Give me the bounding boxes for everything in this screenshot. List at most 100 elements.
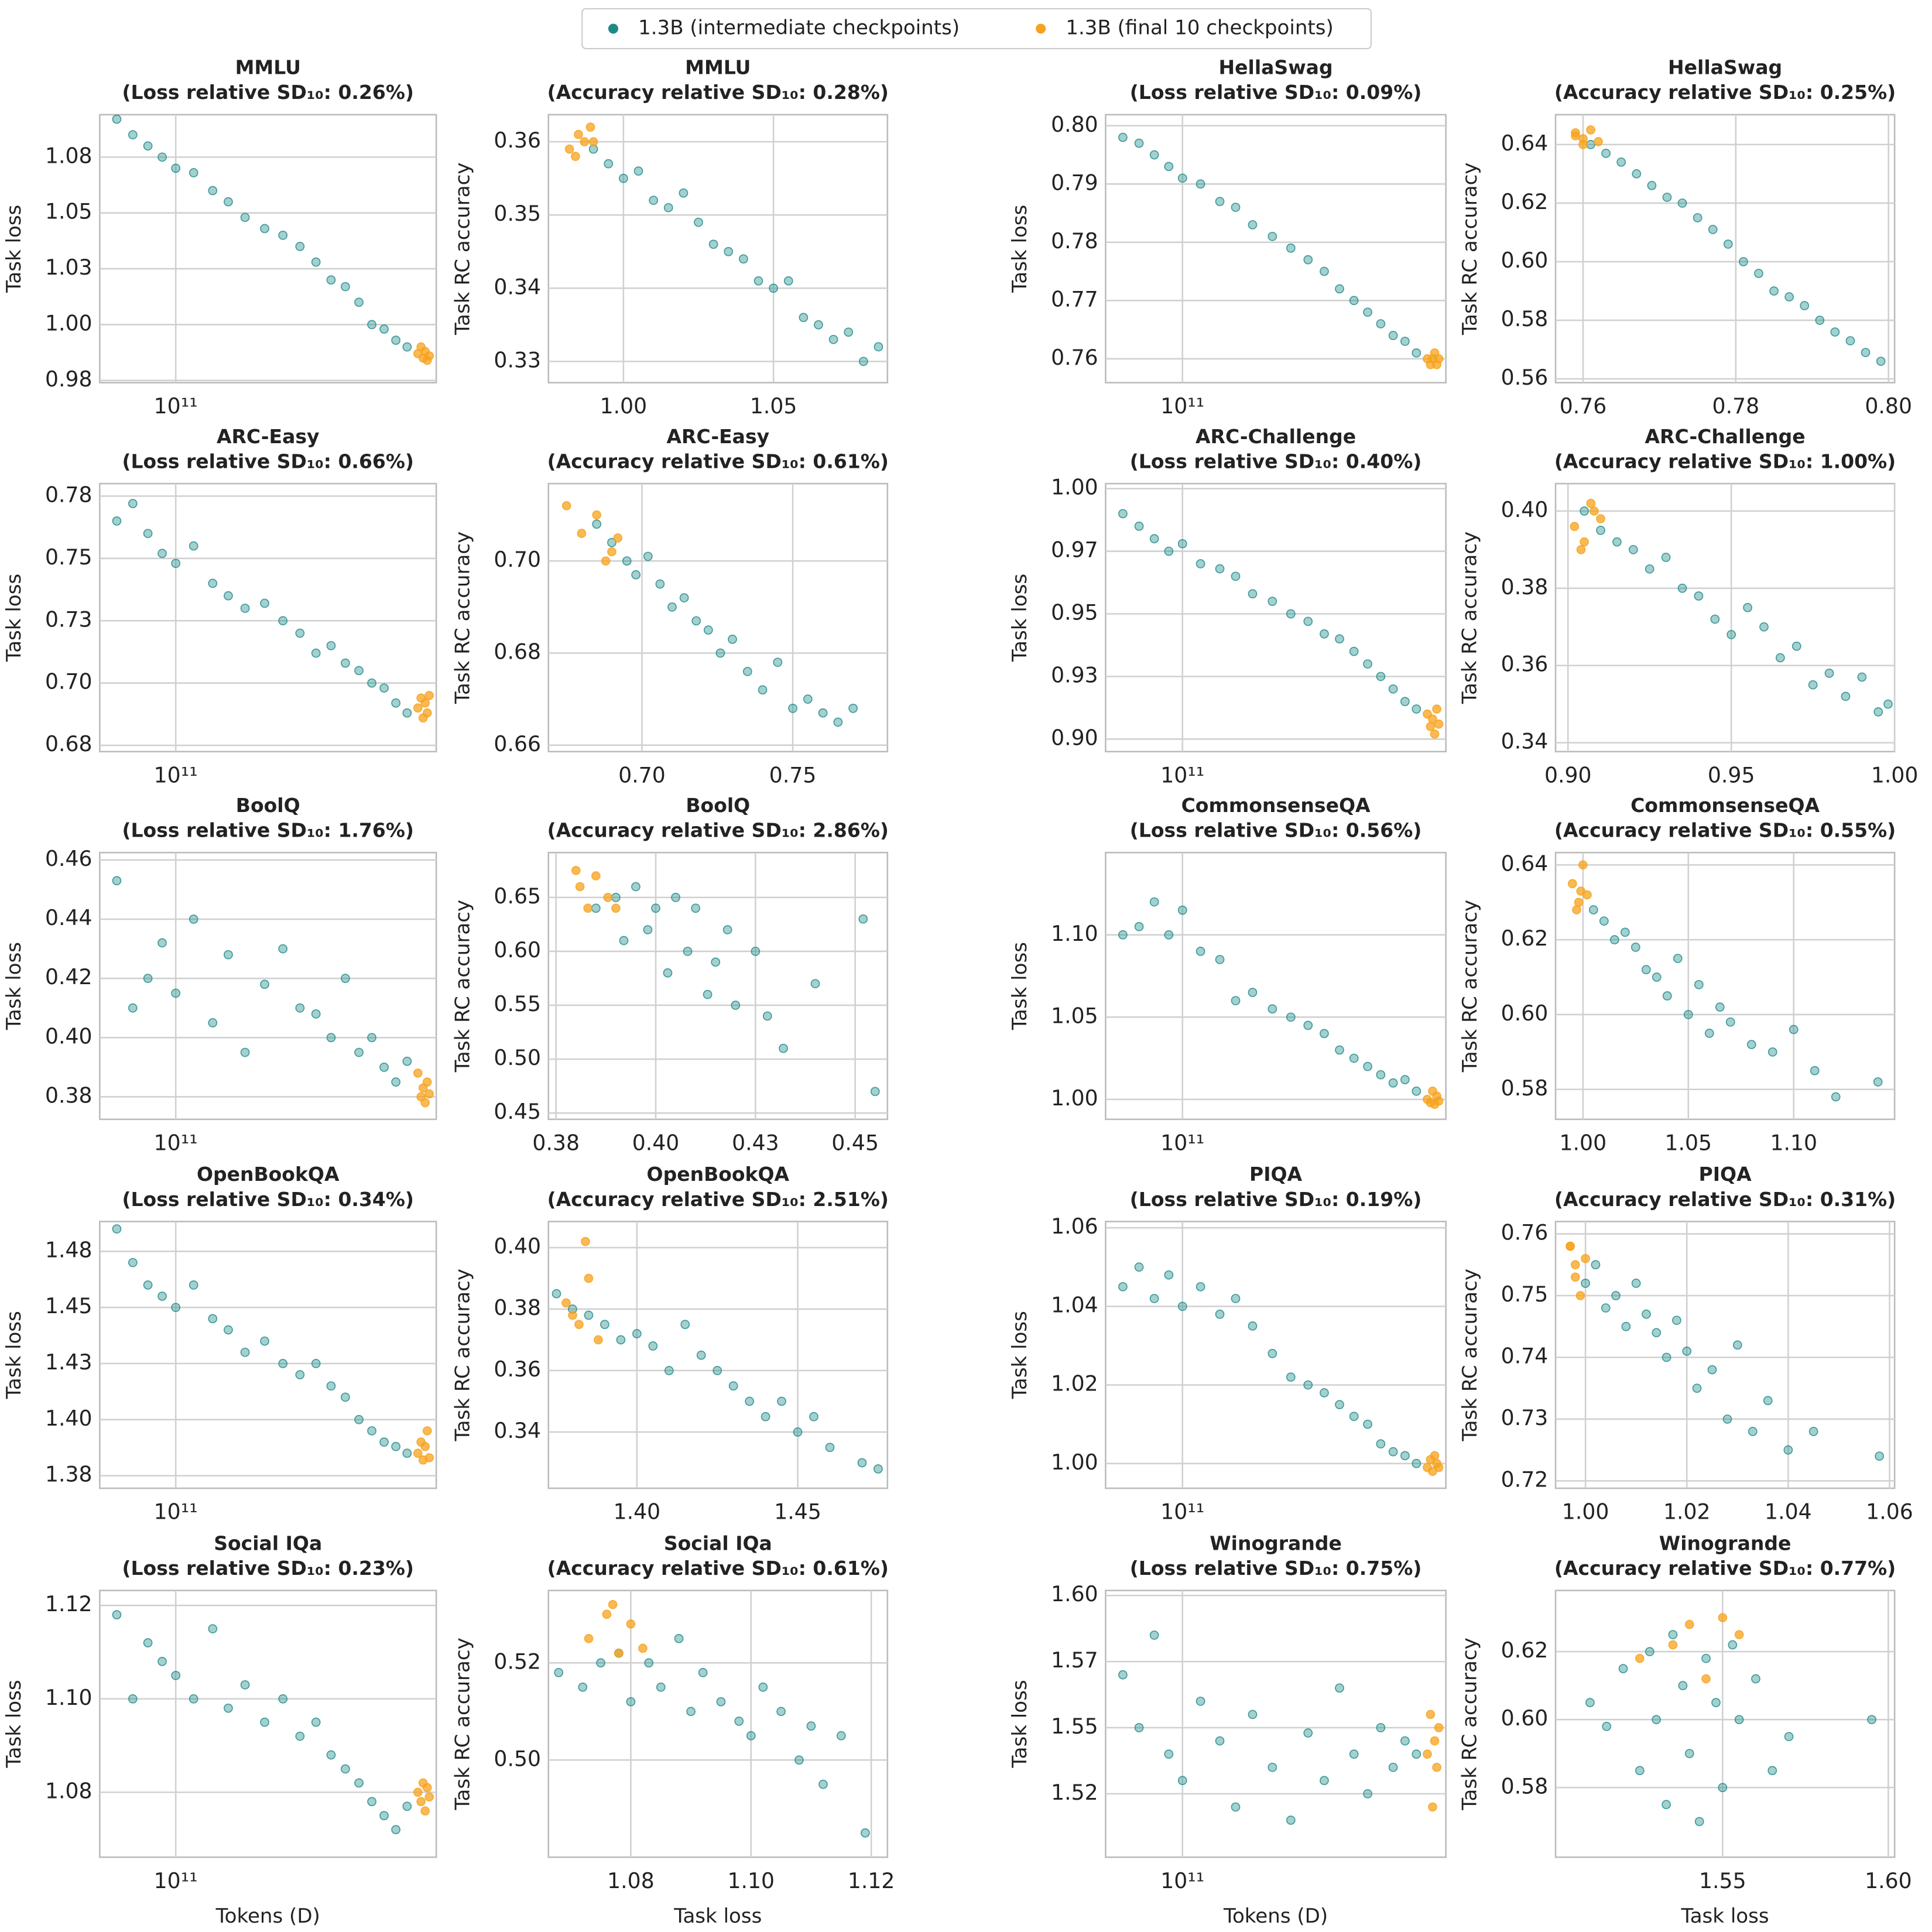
y-tick-label: 0.77 xyxy=(1051,286,1098,311)
scatter-point xyxy=(858,357,868,366)
scatter-point xyxy=(1589,506,1599,516)
scatter-point xyxy=(663,968,673,978)
scatter-point xyxy=(1134,138,1144,148)
scatter-point xyxy=(578,1682,588,1692)
scatter-point xyxy=(643,551,653,561)
scatter-point xyxy=(680,1320,690,1330)
y-axis-label: Task RC accuracy xyxy=(1458,900,1482,1073)
scatter-point xyxy=(1754,269,1763,278)
scatter-point xyxy=(391,1825,401,1835)
plot-area xyxy=(547,1590,889,1858)
scatter-point xyxy=(1783,1445,1793,1455)
scatter-point xyxy=(379,1062,389,1072)
x-tick-label: 0.90 xyxy=(1544,762,1592,787)
scatter-point xyxy=(1585,1698,1595,1708)
scatter-point xyxy=(379,1811,389,1821)
scatter-point xyxy=(745,1396,755,1406)
scatter-point xyxy=(326,1750,336,1760)
scatter-point xyxy=(171,1303,181,1313)
scatter-point xyxy=(1693,213,1703,222)
x-axis-label: Task loss xyxy=(673,1904,762,1928)
scatter-point xyxy=(391,1077,401,1087)
scatter-point xyxy=(1376,1439,1386,1449)
scatter-point xyxy=(1708,225,1718,234)
y-tick-label: 0.64 xyxy=(1501,131,1549,156)
scatter-point xyxy=(1412,704,1421,714)
scatter-point xyxy=(112,1610,122,1620)
scatter-point xyxy=(861,1828,870,1838)
x-tick-label: 1.40 xyxy=(614,1499,661,1525)
scatter-point xyxy=(584,1310,594,1320)
scatter-point xyxy=(633,166,643,176)
x-tick-label: 0.40 xyxy=(632,1130,680,1155)
x-tick-label: 1.08 xyxy=(607,1868,655,1893)
scatter-point xyxy=(1612,537,1622,547)
y-tick-label: 1.00 xyxy=(1051,475,1098,500)
scatter-point xyxy=(604,159,614,169)
scatter-point xyxy=(278,1694,288,1704)
scatter-point xyxy=(1303,255,1313,265)
scatter-point xyxy=(208,1018,218,1027)
scatter-point xyxy=(260,224,269,234)
y-tick-label: 0.58 xyxy=(1501,1773,1549,1799)
y-tick-label: 0.79 xyxy=(1051,170,1098,195)
scatter-point xyxy=(1430,729,1440,739)
scatter-point xyxy=(1195,947,1205,956)
scatter-point xyxy=(1349,1412,1359,1421)
scatter-point xyxy=(1652,1715,1661,1725)
chart-title: Winogrande xyxy=(1659,1532,1791,1554)
scatter-point xyxy=(1434,1462,1444,1472)
scatter-point xyxy=(664,1366,674,1375)
scatter-point xyxy=(622,556,632,566)
scatter-point xyxy=(603,892,613,902)
scatter-point xyxy=(828,334,838,344)
scatter-point xyxy=(1692,1383,1702,1393)
scatter-point xyxy=(818,1779,828,1789)
scatter-point xyxy=(703,989,712,999)
scatter-point xyxy=(1808,680,1818,690)
scatter-point xyxy=(1423,1749,1432,1759)
scatter-point xyxy=(1363,307,1372,317)
scatter-point xyxy=(413,1448,423,1458)
scatter-point xyxy=(806,1721,816,1731)
scatter-point xyxy=(1734,1715,1744,1725)
scatter-point xyxy=(424,351,434,361)
y-tick-label: 1.40 xyxy=(45,1406,93,1431)
scatter-point xyxy=(189,541,198,551)
plot-area xyxy=(1554,482,1896,753)
scatter-point xyxy=(1118,1282,1128,1292)
scatter-point xyxy=(1601,1303,1611,1313)
scatter-point xyxy=(873,1464,883,1474)
scatter-point xyxy=(1320,1388,1329,1397)
scatter-point xyxy=(208,1624,218,1633)
y-tick-label: 0.80 xyxy=(1051,112,1098,137)
y-tick-label: 0.68 xyxy=(45,731,93,756)
scatter-point xyxy=(1586,498,1596,508)
scatter-point xyxy=(602,1609,612,1619)
scatter-point xyxy=(379,324,389,334)
scatter-point xyxy=(354,1414,364,1424)
x-tick-label: 1.00 xyxy=(600,393,648,419)
chart-subtitle: (Accuracy relative SD₁₀: 0.55%) xyxy=(1554,819,1896,842)
x-axis-label: Task loss xyxy=(1681,1904,1769,1928)
scatter-point xyxy=(1784,292,1794,302)
scatter-point xyxy=(1596,525,1605,535)
scatter-point xyxy=(143,1638,153,1647)
scatter-point xyxy=(857,1458,867,1468)
scatter-point xyxy=(858,914,868,924)
y-tick-label: 0.62 xyxy=(1501,926,1549,951)
scatter-point xyxy=(1268,1004,1277,1014)
scatter-point xyxy=(1789,1025,1799,1034)
scatter-point xyxy=(295,242,305,251)
scatter-point xyxy=(1149,150,1159,160)
scatter-point xyxy=(1873,707,1883,717)
scatter-point xyxy=(873,342,883,352)
scatter-point xyxy=(1791,641,1801,651)
scatter-point xyxy=(1775,653,1785,663)
scatter-point xyxy=(600,1320,609,1330)
y-axis-label: Task RC accuracy xyxy=(451,1269,475,1441)
scatter-point xyxy=(571,152,580,162)
scatter-point xyxy=(157,152,167,162)
x-tick-label: 1.04 xyxy=(1765,1499,1812,1525)
plot-area xyxy=(99,482,437,753)
